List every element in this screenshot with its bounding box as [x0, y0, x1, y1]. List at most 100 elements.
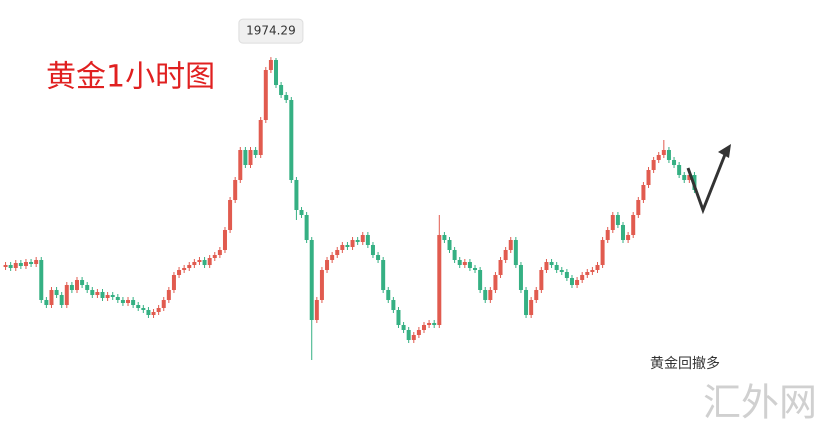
candle-body	[575, 280, 580, 285]
candle-body	[222, 230, 227, 250]
tooltip-box	[238, 18, 304, 44]
watermark: 汇外网	[703, 381, 817, 425]
candle-body	[44, 300, 49, 305]
candle-body	[207, 258, 212, 265]
candle-body	[151, 312, 156, 315]
candle-body	[217, 250, 222, 255]
candle-body	[554, 265, 559, 270]
candle-body	[141, 308, 146, 310]
candle-body	[391, 300, 396, 310]
candle-body	[687, 175, 692, 180]
candle-body	[564, 272, 569, 278]
candle-body	[18, 263, 23, 266]
candle-body	[651, 160, 656, 170]
candle-body	[238, 150, 243, 180]
candle-body	[437, 235, 442, 325]
arrow-head	[718, 144, 731, 158]
candle-body	[447, 240, 452, 250]
candle-body	[610, 215, 615, 230]
candle-body	[488, 290, 493, 300]
candle-body	[197, 260, 202, 262]
candle-body	[49, 290, 54, 305]
candle-body	[370, 245, 375, 255]
candle-body	[483, 290, 488, 300]
candle-body	[631, 215, 636, 235]
candle-body	[335, 250, 340, 255]
candle-body	[595, 265, 600, 270]
candle-body	[131, 300, 136, 305]
candle-body	[549, 262, 554, 265]
candle-body	[74, 280, 79, 290]
candle-body	[294, 180, 299, 210]
candle-body	[396, 310, 401, 325]
candle-body	[80, 280, 85, 285]
candle-body	[646, 170, 651, 185]
candle-body	[325, 260, 330, 270]
candle-body	[636, 200, 641, 215]
candle-body	[161, 300, 166, 308]
candle-body	[534, 290, 539, 300]
candle-body	[340, 245, 345, 250]
candle-body	[268, 60, 273, 70]
candle-body	[330, 255, 335, 260]
arrow	[686, 144, 731, 215]
candle-body	[427, 323, 432, 325]
candle-body	[513, 240, 518, 265]
arrow-line	[686, 151, 728, 215]
candle-body	[34, 260, 39, 264]
candle-body	[381, 260, 386, 290]
candle-body	[386, 290, 391, 300]
candle-body	[212, 255, 217, 258]
candle-body	[110, 295, 115, 297]
candle-body	[69, 285, 74, 290]
candle-body	[166, 290, 171, 300]
candle-body	[233, 180, 238, 200]
candle-body	[462, 262, 467, 265]
candle-body	[263, 70, 268, 120]
candle-body	[284, 95, 289, 100]
chart-title: 黄金1小时图	[46, 60, 215, 95]
candle-body	[8, 265, 13, 268]
candle-body	[473, 268, 478, 270]
candle-body	[177, 270, 182, 275]
candle-body	[539, 270, 544, 290]
candle-body	[345, 245, 350, 247]
candle-body	[615, 215, 620, 225]
candle-body	[59, 295, 64, 305]
candle-body	[228, 200, 233, 230]
candle-body	[478, 270, 483, 290]
candle-body	[452, 250, 457, 260]
candle-body	[656, 155, 661, 160]
candle-body	[666, 150, 671, 160]
candle-body	[498, 260, 503, 275]
candle-body	[120, 300, 125, 303]
candle-body	[376, 255, 381, 260]
candle-body	[95, 292, 100, 295]
candle-body	[187, 265, 192, 268]
candle-body	[508, 240, 513, 250]
candle-body	[304, 215, 309, 240]
candle-body	[406, 330, 411, 340]
candle-body	[529, 300, 534, 315]
candle-body	[23, 262, 28, 266]
candle-body	[524, 290, 529, 315]
candle-body	[559, 270, 564, 272]
candle-body	[171, 275, 176, 290]
tooltip: 1974.29	[238, 18, 304, 44]
candle-body	[100, 292, 105, 298]
candle-body	[54, 290, 59, 295]
tooltip-label: 1974.29	[246, 24, 296, 38]
candle-body	[39, 260, 44, 300]
candle-body	[518, 265, 523, 290]
candle-body	[416, 330, 421, 335]
candle-body	[580, 275, 585, 280]
candle-body	[85, 285, 90, 290]
annotation: 黄金回撤多	[650, 355, 720, 372]
candle-body	[401, 325, 406, 330]
candle-body	[248, 150, 253, 165]
candle-body	[146, 310, 151, 315]
candle-body	[274, 60, 279, 85]
candle-body	[493, 275, 498, 290]
candle-body	[253, 150, 258, 155]
